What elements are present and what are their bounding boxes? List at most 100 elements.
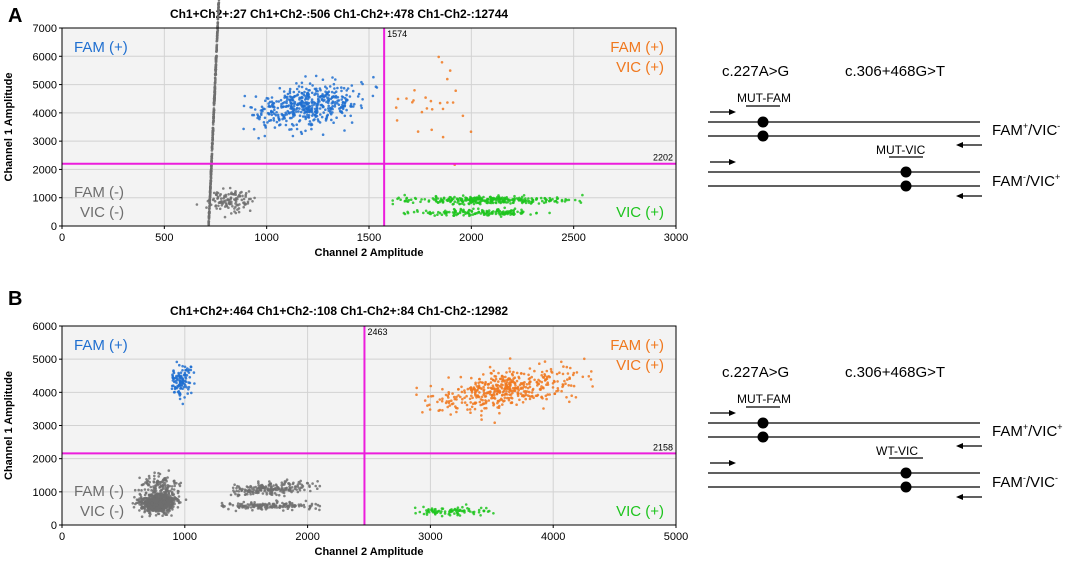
droplet-point-double <box>495 392 499 396</box>
droplet-point-double <box>492 386 495 389</box>
droplet-point-neg <box>172 497 175 501</box>
droplet-point-neg <box>220 204 224 207</box>
droplet-point-fam <box>313 103 316 106</box>
droplet-point-vic <box>409 198 413 201</box>
droplet-point-fam <box>171 376 174 380</box>
droplet-point-neg <box>238 487 241 491</box>
droplet-point-double <box>571 373 575 377</box>
droplet-point-neg <box>154 514 158 517</box>
droplet-point-neg <box>162 501 166 504</box>
mutation-dot <box>757 417 769 429</box>
droplet-point-neg <box>290 486 294 489</box>
droplet-point-neg <box>311 482 314 485</box>
droplet-point-vic <box>456 506 460 510</box>
droplet-point-vic <box>472 207 475 211</box>
droplet-point-vic <box>405 196 409 200</box>
droplet-point-vic <box>449 196 453 199</box>
droplet-point-double <box>509 393 513 396</box>
droplet-point-double <box>491 401 495 405</box>
droplet-point-double <box>446 77 449 81</box>
droplet-point-neg <box>227 206 230 209</box>
droplet-point-neg <box>172 488 176 491</box>
droplet-point-fam <box>175 360 179 364</box>
droplet-point-vic <box>513 194 516 198</box>
droplet-point-double <box>445 400 449 403</box>
droplet-point-vic <box>490 210 494 214</box>
droplet-point-double <box>501 383 504 387</box>
droplet-point-neg <box>208 211 211 215</box>
droplet-point-neg <box>231 503 235 507</box>
droplet-point-neg <box>251 487 254 491</box>
droplet-point-double <box>536 384 539 387</box>
droplet-point-double <box>486 391 489 394</box>
droplet-point-vic <box>425 509 428 512</box>
genotype-mid: /VIC <box>1028 122 1057 139</box>
x-axis-title: Channel 2 Amplitude <box>315 247 424 259</box>
droplet-point-neg <box>249 492 252 496</box>
droplet-point-neg <box>219 193 222 196</box>
droplet-point-vic <box>462 203 466 206</box>
droplet-point-double <box>457 394 460 397</box>
droplet-point-neg <box>206 199 210 203</box>
droplet-point-double <box>533 369 536 373</box>
droplet-point-double <box>451 402 455 405</box>
droplet-point-double <box>528 397 532 401</box>
droplet-point-vic <box>433 508 436 512</box>
droplet-point-fam <box>351 89 355 93</box>
mutation-dot <box>757 431 769 443</box>
droplet-point-neg <box>265 493 269 496</box>
schematic-panel-b: c.227A>G c.306+468G>TMUT-FAMFAM+/VIC+WT-V… <box>708 364 1063 500</box>
droplet-point-neg <box>271 489 274 492</box>
droplet-point-vic <box>487 211 491 214</box>
droplet-point-fam <box>189 365 193 369</box>
droplet-point-double <box>542 376 546 379</box>
droplet-point-vic <box>443 512 447 515</box>
droplet-point-fam <box>263 107 266 111</box>
droplet-point-fam <box>345 89 349 92</box>
droplet-point-double <box>563 379 566 383</box>
droplet-point-fam <box>340 89 343 93</box>
droplet-point-neg <box>210 147 214 151</box>
droplet-point-double <box>561 384 565 387</box>
droplet-point-neg <box>208 189 212 193</box>
droplet-point-double <box>548 393 551 396</box>
droplet-point-vic <box>467 212 470 215</box>
droplet-point-neg <box>170 496 173 499</box>
droplet-point-neg <box>287 482 291 485</box>
droplet-point-neg <box>215 207 218 210</box>
droplet-point-neg <box>268 480 271 483</box>
droplet-point-vic <box>447 197 451 201</box>
droplet-point-double <box>423 399 427 402</box>
droplet-point-fam <box>323 94 327 97</box>
droplet-point-double <box>441 409 444 412</box>
droplet-point-fam <box>176 374 180 378</box>
droplet-point-double <box>487 399 491 402</box>
droplet-point-double <box>447 391 451 394</box>
droplet-point-neg <box>237 210 241 214</box>
droplet-point-double <box>503 393 506 397</box>
droplet-point-neg <box>158 472 162 476</box>
droplet-point-fam <box>310 98 314 101</box>
droplet-point-double <box>450 399 453 403</box>
droplet-point-double <box>530 395 533 398</box>
droplet-point-neg <box>170 514 173 517</box>
droplet-point-neg <box>282 491 286 495</box>
droplet-point-vic <box>579 201 583 204</box>
droplet-point-neg <box>286 507 290 511</box>
droplet-point-neg <box>262 486 266 490</box>
droplet-point-fam <box>310 127 313 131</box>
droplet-point-neg <box>227 193 230 196</box>
droplet-point-neg <box>163 482 167 485</box>
droplet-point-neg <box>142 505 145 509</box>
droplet-point-neg <box>179 481 183 485</box>
droplet-point-neg <box>247 505 250 509</box>
droplet-point-double <box>493 394 496 397</box>
droplet-point-neg <box>283 494 286 498</box>
droplet-point-vic <box>391 202 395 206</box>
droplet-point-fam <box>187 368 191 372</box>
droplet-point-double <box>396 97 400 101</box>
droplet-point-neg <box>172 479 176 483</box>
droplet-point-neg <box>216 11 220 15</box>
droplet-point-fam <box>278 86 282 90</box>
droplet-point-neg <box>219 197 223 200</box>
